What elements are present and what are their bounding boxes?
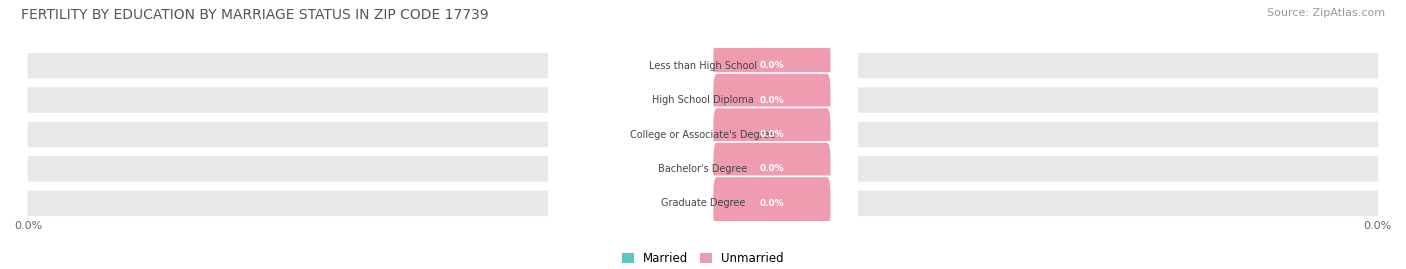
FancyBboxPatch shape — [28, 191, 1378, 216]
Text: Bachelor's Degree: Bachelor's Degree — [658, 164, 748, 174]
Text: 0.0%: 0.0% — [759, 130, 785, 139]
Text: 0.0%: 0.0% — [621, 130, 647, 139]
FancyBboxPatch shape — [575, 143, 693, 195]
Text: 0.0%: 0.0% — [14, 221, 42, 231]
Text: 0.0%: 0.0% — [621, 199, 647, 208]
FancyBboxPatch shape — [713, 74, 831, 126]
FancyBboxPatch shape — [575, 74, 693, 126]
FancyBboxPatch shape — [713, 177, 831, 229]
FancyBboxPatch shape — [548, 38, 858, 94]
FancyBboxPatch shape — [548, 72, 858, 128]
Text: FERTILITY BY EDUCATION BY MARRIAGE STATUS IN ZIP CODE 17739: FERTILITY BY EDUCATION BY MARRIAGE STATU… — [21, 8, 489, 22]
FancyBboxPatch shape — [713, 143, 831, 195]
FancyBboxPatch shape — [28, 156, 1378, 182]
FancyBboxPatch shape — [575, 40, 693, 92]
Text: Source: ZipAtlas.com: Source: ZipAtlas.com — [1267, 8, 1385, 18]
FancyBboxPatch shape — [28, 53, 1378, 78]
Text: 0.0%: 0.0% — [621, 164, 647, 174]
Text: 0.0%: 0.0% — [759, 199, 785, 208]
FancyBboxPatch shape — [713, 108, 831, 161]
Text: 0.0%: 0.0% — [759, 95, 785, 105]
FancyBboxPatch shape — [575, 108, 693, 161]
Text: Graduate Degree: Graduate Degree — [661, 198, 745, 208]
Text: 0.0%: 0.0% — [759, 164, 785, 174]
Text: 0.0%: 0.0% — [759, 61, 785, 70]
FancyBboxPatch shape — [548, 175, 858, 231]
FancyBboxPatch shape — [713, 40, 831, 92]
Text: 0.0%: 0.0% — [621, 61, 647, 70]
FancyBboxPatch shape — [548, 107, 858, 162]
Text: 0.0%: 0.0% — [621, 95, 647, 105]
FancyBboxPatch shape — [548, 141, 858, 197]
Text: 0.0%: 0.0% — [1364, 221, 1392, 231]
FancyBboxPatch shape — [575, 177, 693, 229]
Text: College or Associate's Degree: College or Associate's Degree — [630, 129, 776, 140]
Text: Less than High School: Less than High School — [650, 61, 756, 71]
Legend: Married, Unmarried: Married, Unmarried — [617, 247, 789, 269]
FancyBboxPatch shape — [28, 122, 1378, 147]
FancyBboxPatch shape — [28, 87, 1378, 113]
Text: High School Diploma: High School Diploma — [652, 95, 754, 105]
